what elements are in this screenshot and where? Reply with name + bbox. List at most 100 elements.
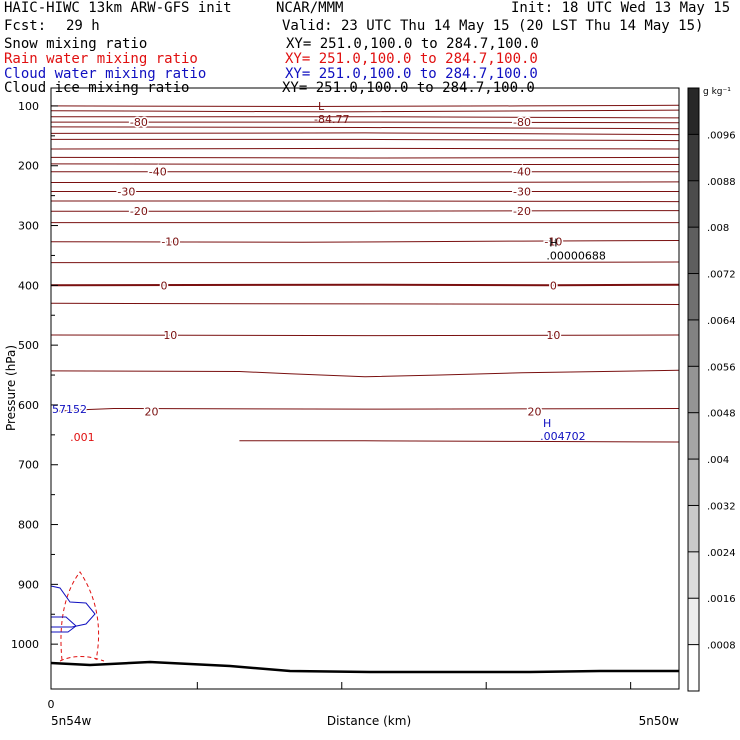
y-tick-label: 300 xyxy=(18,220,39,233)
colorbar-bin xyxy=(688,598,699,646)
y-axis-title: Pressure (hPa) xyxy=(4,345,18,431)
zero-degree-contour xyxy=(50,283,680,287)
cloud-water-contour xyxy=(51,616,77,633)
contour-label: -20 xyxy=(130,205,148,218)
contour-label: -20 xyxy=(513,205,531,218)
field-cloud-water-name: Cloud water mixing ratio xyxy=(4,66,207,82)
field-rain-name: Rain water mixing ratio xyxy=(4,51,198,67)
contour-line xyxy=(50,104,680,108)
extremum-value: -84.77 xyxy=(314,113,349,126)
contour-line xyxy=(50,407,680,412)
rain-water-contours xyxy=(59,571,105,662)
model-title: HAIC-HIWC 13km ARW-GFS init xyxy=(4,0,232,16)
field-snow-xy: XY= 251.0,100.0 to 284.7,100.0 xyxy=(286,36,539,52)
colorbar-label: .0064 xyxy=(707,316,736,327)
contour-label: 10 xyxy=(163,329,177,342)
colorbar-label: .0008 xyxy=(707,641,736,652)
colorbar-label: .0024 xyxy=(707,548,736,559)
colorbar-bin xyxy=(688,366,699,414)
colorbar-label: .008 xyxy=(707,223,729,234)
colorbar-bin xyxy=(688,88,699,135)
contour-line xyxy=(51,181,680,183)
contour-line xyxy=(51,261,680,264)
y-tick-label: 400 xyxy=(18,279,39,292)
contour-label: 0 xyxy=(550,279,557,292)
colorbar-bin xyxy=(688,227,699,275)
contour-line xyxy=(50,147,680,150)
valid-time: Valid: 23 UTC Thu 14 May 15 (20 LST Thu … xyxy=(282,18,704,34)
contour-labels: -80 -80 -40 -40 -30 -30 -20 -20 -10 -10 0 0 10 10 20 20… xyxy=(51,100,606,446)
contour-line xyxy=(50,334,680,337)
contour-line xyxy=(50,302,680,305)
temperature-contours xyxy=(50,104,680,443)
y-tick-label: 600 xyxy=(18,399,39,412)
y-tick-label: 700 xyxy=(18,459,39,472)
contour-line xyxy=(50,240,680,243)
contour-line xyxy=(50,126,680,130)
colorbar-label: .0096 xyxy=(707,130,736,141)
x-left-label: 5n54w xyxy=(51,714,92,728)
colorbar-bin xyxy=(688,644,699,692)
x-axis-title: Distance (km) xyxy=(327,714,411,728)
cloud-contour-label: 57152 xyxy=(52,403,87,416)
rain-contour xyxy=(59,656,105,662)
colorbar-bin xyxy=(688,459,699,506)
extremum-value: .004702 xyxy=(540,430,586,443)
colorbar-bin xyxy=(688,412,699,460)
contour-label: -10 xyxy=(544,236,562,249)
colorbar-bin xyxy=(688,273,699,321)
terrain-surface xyxy=(50,660,679,674)
y-tick-label: 100 xyxy=(18,100,39,113)
colorbar-unit: g kg⁻¹ xyxy=(703,87,731,97)
contour-label: 20 xyxy=(528,406,542,419)
contour-label: -40 xyxy=(149,166,167,179)
extremum-mark: H xyxy=(549,236,557,249)
rain-contour-label: .001 xyxy=(70,431,95,444)
contour-line xyxy=(50,369,680,378)
colorbar-bin xyxy=(688,134,699,182)
field-snow-name: Snow mixing ratio xyxy=(4,36,148,52)
colorbar-bin xyxy=(688,505,699,553)
x-origin-label: 0 xyxy=(48,698,55,711)
x-right-label: 5n50w xyxy=(639,714,680,728)
contour-line xyxy=(51,200,680,203)
field-rain-xy: XY= 251.0,100.0 to 284.7,100.0 xyxy=(285,51,538,67)
contour-line xyxy=(50,132,680,136)
y-tick-label: 1000 xyxy=(11,638,39,651)
plot-frame xyxy=(50,87,680,690)
cloud-water-contours xyxy=(50,585,96,633)
contour-label: 0 xyxy=(161,279,168,292)
extremum-mark: H xyxy=(543,417,551,430)
cloud-water-contour xyxy=(50,585,96,628)
colorbar: .0096 .0088 .008 .0072 .0064 .0056 .0048 .004 .0… xyxy=(687,87,736,692)
extremum-value: .00000688 xyxy=(546,249,606,262)
contour-line xyxy=(239,440,680,443)
contour-label: 20 xyxy=(144,406,158,419)
contour-label: -10 xyxy=(161,236,179,249)
contour-label: -80 xyxy=(513,116,531,129)
colorbar-label: .004 xyxy=(707,455,729,466)
contour-line xyxy=(51,121,680,124)
colorbar-label: .0056 xyxy=(707,362,736,373)
colorbar-label: .0072 xyxy=(707,270,736,281)
colorbar-bin xyxy=(688,551,699,599)
contour-label: -80 xyxy=(130,116,148,129)
colorbar-bin xyxy=(688,180,699,228)
contour-line xyxy=(51,210,680,212)
colorbar-label: .0032 xyxy=(707,501,736,512)
contour-line xyxy=(50,156,680,159)
contour-line xyxy=(51,116,680,119)
forecast-label: Fcst: xyxy=(4,18,47,34)
colorbar-label: .0048 xyxy=(707,409,736,420)
y-tick-label: 900 xyxy=(18,578,39,591)
contour-label: -40 xyxy=(513,166,531,179)
field-cloud-water-xy: XY= 251.0,100.0 to 284.7,100.0 xyxy=(285,66,538,82)
colorbar-frame xyxy=(687,87,700,692)
init-time: Init: 18 UTC Wed 13 May 15 xyxy=(511,0,731,16)
contour-line xyxy=(50,109,680,113)
forecast-hour: 29 h xyxy=(66,18,100,34)
colorbar-label: .0016 xyxy=(707,594,736,605)
contour-line xyxy=(51,138,680,142)
